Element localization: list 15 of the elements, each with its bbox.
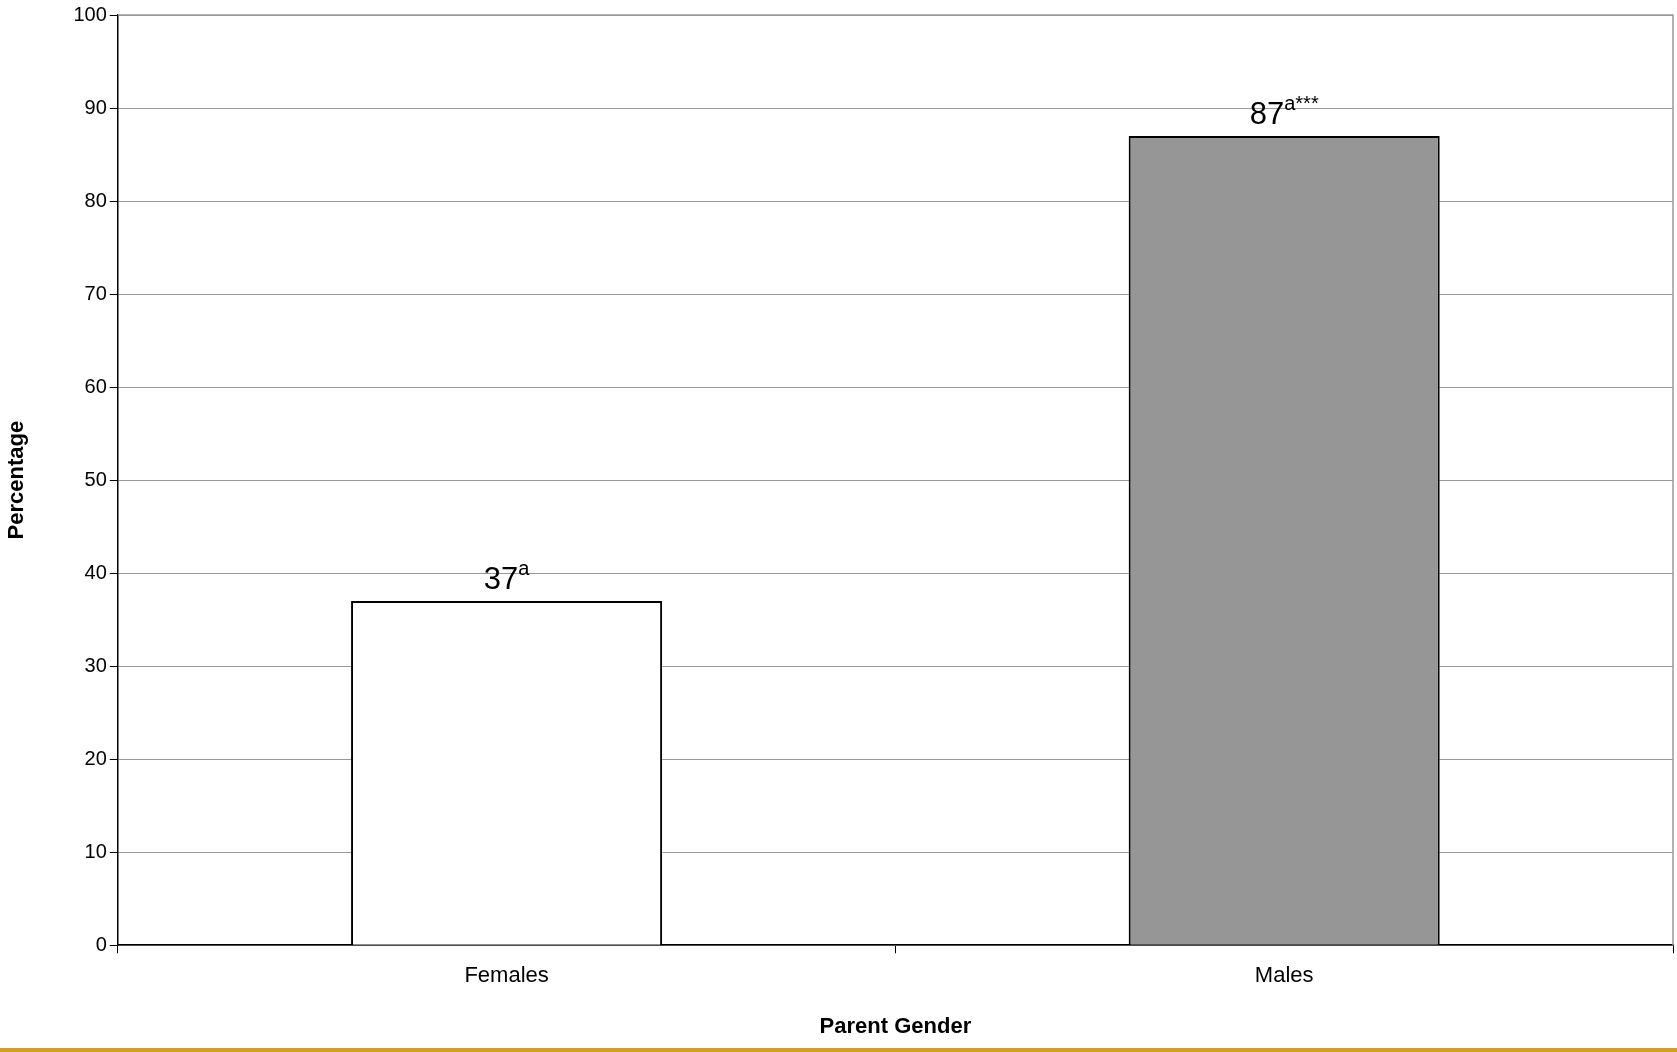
y-tick-label: 100 (73, 2, 107, 25)
y-tick-label: 60 (84, 374, 107, 397)
y-tick-label: 50 (84, 467, 107, 490)
y-tick-label: 10 (84, 839, 107, 862)
y-tick-label: 90 (84, 95, 107, 118)
x-tick-label: Males (1254, 962, 1314, 988)
y-tick-label: 80 (84, 188, 107, 211)
y-tick-label: 20 (84, 746, 107, 769)
y-tick-label: 30 (84, 653, 107, 676)
x-axis-title: Parent Gender (819, 1012, 972, 1038)
y-tick-label: 70 (84, 281, 107, 304)
y-tick-label: 40 (84, 560, 107, 583)
y-axis-title: Percentage (3, 420, 29, 540)
y-tick-label: 0 (95, 932, 107, 955)
x-tick-label: Females (464, 962, 549, 988)
